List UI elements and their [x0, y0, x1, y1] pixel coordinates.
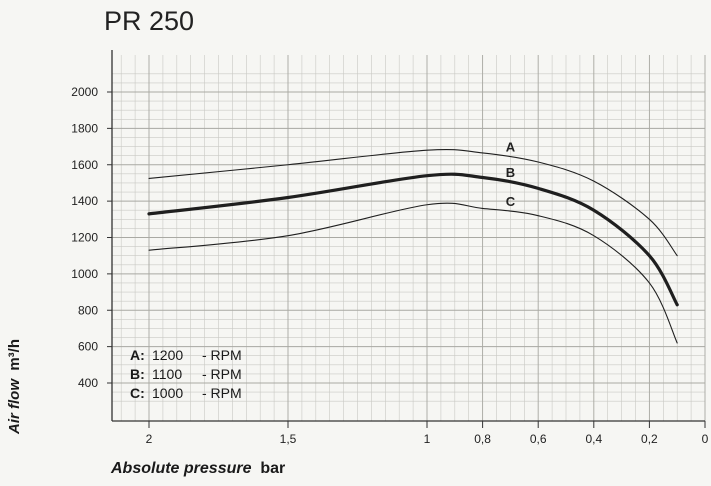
series-label-b: B — [506, 165, 515, 180]
legend-entry-c: C: 1000 - RPM — [130, 384, 242, 403]
x-tick-label: 0,4 — [585, 432, 602, 446]
series-line-a — [148, 148, 678, 257]
x-tick-label: 1,5 — [280, 432, 297, 446]
chart-title: PR 250 — [104, 6, 195, 36]
legend-rpm-value: 1100 — [152, 366, 183, 382]
y-tick-label: 400 — [78, 376, 98, 390]
x-tick-label: 1 — [424, 432, 431, 446]
legend-entry-b: B: 1100 - RPM — [130, 365, 242, 384]
legend-key: A: — [130, 347, 145, 363]
x-tick-label: 2 — [146, 432, 153, 446]
series-line-b — [147, 172, 679, 307]
legend: A: 1200 - RPM B: 1100 - RPM C: 1000 - RPM — [130, 346, 242, 403]
y-tick-label: 1600 — [71, 158, 98, 172]
x-tick-label: 0,2 — [641, 432, 658, 446]
y-axis-label: Air flow m³/h — [6, 339, 23, 434]
y-tick-label: 800 — [78, 303, 98, 317]
y-tick-label: 1800 — [71, 121, 98, 135]
x-tick-label: 0,6 — [530, 432, 547, 446]
legend-unit: - RPM — [202, 366, 242, 382]
y-tick-label: 1000 — [71, 267, 98, 281]
y-axis-label-text: Air flow — [6, 379, 23, 434]
x-axis-unit: bar — [260, 460, 286, 477]
legend-key: B: — [130, 366, 145, 382]
legend-entry-a: A: 1200 - RPM — [130, 346, 242, 365]
y-tick-label: 600 — [78, 340, 98, 354]
x-tick-label: 0,8 — [474, 432, 491, 446]
y-tick-label: 1400 — [71, 194, 98, 208]
series-label-c: C — [506, 194, 516, 209]
legend-unit: - RPM — [202, 385, 242, 401]
series-line-c — [148, 202, 678, 344]
legend-rpm-value: 1200 — [152, 347, 184, 363]
legend-unit: - RPM — [202, 347, 242, 363]
y-axis-unit: m³/h — [6, 338, 23, 371]
y-tick-label: 1200 — [71, 231, 98, 245]
series-label-a: A — [506, 139, 516, 154]
y-tick-label: 2000 — [71, 85, 98, 99]
x-tick-label: 0 — [702, 432, 709, 446]
legend-rpm-value: 1000 — [152, 385, 184, 401]
legend-key: C: — [130, 385, 145, 401]
x-axis-label-text: Absolute pressure — [111, 460, 252, 477]
x-axis-label: Absolute pressure bar — [111, 460, 285, 478]
